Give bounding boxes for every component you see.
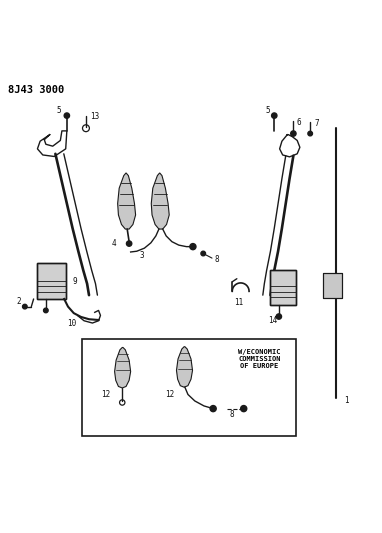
Circle shape xyxy=(201,251,206,256)
Bar xyxy=(323,273,342,298)
Bar xyxy=(37,263,66,299)
Polygon shape xyxy=(151,173,169,229)
Circle shape xyxy=(272,113,277,118)
Circle shape xyxy=(308,131,312,136)
Text: 12: 12 xyxy=(101,390,110,399)
Text: 8J43 3000: 8J43 3000 xyxy=(8,85,64,95)
Text: 8: 8 xyxy=(215,255,219,264)
Circle shape xyxy=(23,304,27,309)
Text: W/ECONOMIC
COMMISSION
OF EUROPE: W/ECONOMIC COMMISSION OF EUROPE xyxy=(238,349,281,369)
Text: 14: 14 xyxy=(269,316,278,325)
Bar xyxy=(37,263,66,299)
Circle shape xyxy=(210,406,216,411)
Text: 8: 8 xyxy=(230,410,235,419)
Polygon shape xyxy=(176,347,193,387)
Circle shape xyxy=(276,314,282,319)
Polygon shape xyxy=(118,173,136,229)
Text: 3: 3 xyxy=(140,251,144,260)
Text: 1: 1 xyxy=(344,397,348,406)
Text: 9: 9 xyxy=(73,277,77,286)
Text: 4: 4 xyxy=(112,239,116,248)
Circle shape xyxy=(64,113,70,118)
Text: 10: 10 xyxy=(67,319,76,328)
Bar xyxy=(323,273,342,298)
Text: 11: 11 xyxy=(234,298,243,308)
Bar xyxy=(82,339,296,437)
Text: 5: 5 xyxy=(265,106,270,115)
Circle shape xyxy=(126,241,132,246)
Circle shape xyxy=(241,406,247,411)
Bar xyxy=(270,270,296,305)
Circle shape xyxy=(291,131,296,136)
Text: 6: 6 xyxy=(296,118,301,127)
Text: 13: 13 xyxy=(90,112,99,121)
Bar xyxy=(270,270,296,305)
Circle shape xyxy=(190,244,196,249)
Polygon shape xyxy=(115,348,131,388)
Text: 7: 7 xyxy=(314,119,319,128)
Text: 12: 12 xyxy=(165,390,174,399)
Text: 5: 5 xyxy=(57,106,62,115)
Circle shape xyxy=(44,308,48,313)
Text: 2: 2 xyxy=(17,297,21,306)
